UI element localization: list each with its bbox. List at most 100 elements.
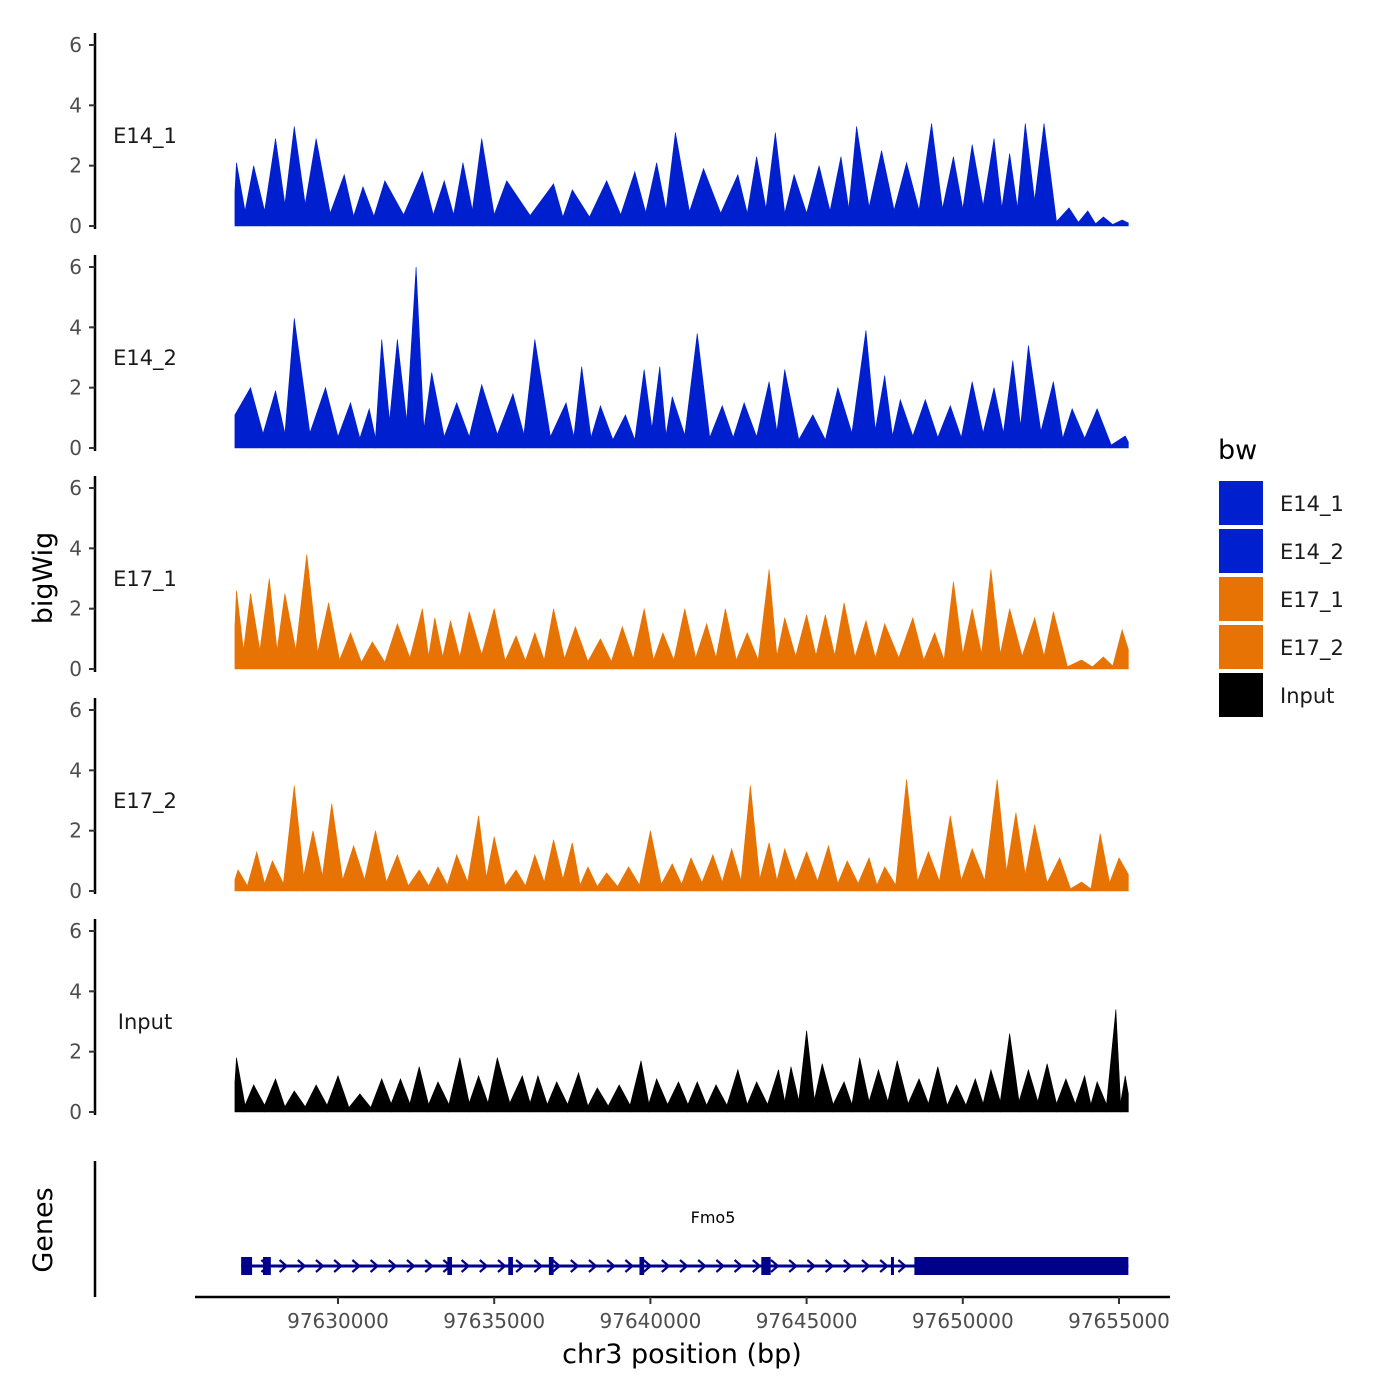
- signal-peak: [912, 398, 939, 449]
- signal-peak: [234, 162, 246, 227]
- signal-peak: [317, 602, 340, 670]
- signal-peak: [493, 180, 531, 227]
- legend-swatch: [1219, 625, 1263, 669]
- signal-peak: [487, 1057, 511, 1113]
- signal-peak: [342, 844, 365, 892]
- signal-peak: [795, 614, 817, 670]
- track-label: E14_1: [113, 124, 177, 149]
- signal-peak: [234, 590, 244, 670]
- strand-arrow: [642, 1259, 653, 1273]
- strand-arrow: [806, 1259, 817, 1273]
- y-tick-label: 0: [69, 436, 82, 460]
- signal-peak: [1084, 407, 1112, 449]
- signal-peak: [848, 126, 870, 227]
- strand-arrow: [788, 1259, 798, 1273]
- signal-peak: [726, 1068, 748, 1113]
- signal-peak: [673, 608, 696, 670]
- signal-peak: [784, 1066, 800, 1113]
- legend-title: bw: [1218, 435, 1257, 466]
- signal-peak: [907, 1078, 929, 1113]
- signal-peak: [695, 622, 717, 670]
- signal-peak: [937, 404, 962, 449]
- signal-peak: [706, 1084, 728, 1113]
- signal-peak: [234, 386, 264, 449]
- signal-peak: [247, 850, 265, 892]
- signal-peak: [389, 339, 408, 449]
- signal-peak: [448, 1057, 470, 1113]
- signal-peak: [709, 404, 734, 449]
- signal-peak: [407, 869, 429, 892]
- signal-peak: [965, 1077, 984, 1113]
- gene-exon: [447, 1257, 453, 1275]
- signal-peak: [468, 383, 498, 449]
- signal-peak: [529, 1074, 548, 1113]
- strand-arrow: [697, 1259, 707, 1273]
- signal-peak: [234, 869, 248, 892]
- strand-arrow: [679, 1259, 689, 1273]
- x-axis-title: chr3 position (bp): [562, 1339, 802, 1370]
- signal-peak: [746, 156, 767, 227]
- signal-peak: [1090, 833, 1110, 892]
- legend-swatch: [1219, 673, 1263, 717]
- strand-arrow: [824, 1259, 835, 1273]
- signal-peak: [1109, 857, 1129, 892]
- strand-arrow: [606, 1259, 616, 1273]
- signal-peak: [740, 785, 761, 892]
- signal-peak: [525, 631, 545, 670]
- signal-peak: [784, 173, 807, 227]
- signal-peak: [1056, 207, 1079, 227]
- signal-peak: [432, 179, 454, 227]
- signal-peak: [923, 631, 945, 670]
- signal-peak: [868, 150, 895, 227]
- signal-peak: [547, 1081, 568, 1113]
- signal-peak: [486, 836, 506, 892]
- signal-peak: [720, 173, 748, 227]
- signal-peak: [893, 161, 920, 227]
- signal-peak: [1018, 1068, 1039, 1113]
- signal-peak: [1001, 153, 1018, 227]
- signal-peak: [962, 608, 982, 670]
- signal-peak: [960, 381, 984, 449]
- strand-arrow: [333, 1259, 343, 1273]
- signal-peak: [942, 156, 964, 227]
- signal-peak: [1024, 824, 1048, 892]
- signal-peak: [759, 842, 778, 892]
- signal-peak: [829, 156, 850, 227]
- track-panel-Input: 0 2 4 6 Input: [69, 919, 1129, 1124]
- strand-arrow: [533, 1259, 544, 1273]
- signal-peak: [353, 185, 375, 227]
- signal-peak: [284, 318, 311, 449]
- signal-peak: [837, 860, 859, 892]
- strand-arrow: [715, 1259, 726, 1273]
- signal-peak: [1092, 656, 1114, 670]
- gene-exon: [263, 1257, 271, 1275]
- signal-peak: [665, 132, 690, 227]
- signal-peak: [715, 608, 737, 670]
- signal-peak: [567, 1071, 589, 1113]
- strand-arrow: [570, 1259, 580, 1273]
- track-panel-E17_1: 0 2 4 6 E17_1: [69, 476, 1129, 681]
- y-tick-label: 6: [69, 33, 82, 57]
- signal-peak: [562, 189, 590, 227]
- signal-peak: [611, 625, 634, 670]
- signal-peak: [721, 847, 742, 892]
- signal-peak: [375, 339, 390, 449]
- signal-peak: [982, 1068, 1001, 1113]
- signal-peak: [612, 414, 636, 449]
- y-tick-label: 4: [69, 93, 82, 117]
- signal-peak: [403, 170, 434, 227]
- signal-peak: [1062, 407, 1085, 449]
- signal-peak: [946, 1084, 967, 1113]
- signal-peak: [390, 1077, 411, 1113]
- y-tick-label: 4: [69, 536, 82, 560]
- signal-peak: [806, 165, 831, 227]
- gene-exon: [890, 1257, 894, 1275]
- signal-peak: [756, 381, 778, 449]
- y-tick-label: 0: [69, 879, 82, 903]
- strand-arrow: [588, 1259, 598, 1273]
- signal-peak: [459, 611, 483, 670]
- signal-peak: [1056, 1077, 1076, 1113]
- genes-track-title: Genes: [28, 1187, 59, 1272]
- signal-peak: [564, 625, 589, 670]
- gene-exon: [761, 1257, 771, 1275]
